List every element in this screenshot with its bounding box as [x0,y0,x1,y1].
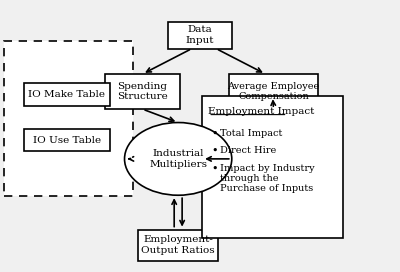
Text: Data
Input: Data Input [186,25,214,45]
Text: Total Impact: Total Impact [220,129,282,138]
Text: IO Make Table: IO Make Table [28,90,106,99]
Text: •: • [211,129,218,139]
Circle shape [124,123,232,195]
Text: Industrial
Multipliers: Industrial Multipliers [149,149,207,169]
FancyBboxPatch shape [138,230,218,261]
FancyBboxPatch shape [168,21,232,48]
Text: •: • [211,146,218,156]
Text: Direct Hire: Direct Hire [220,146,276,155]
Text: Employment-
Output Ratios: Employment- Output Ratios [141,235,215,255]
Text: Impact by Industry
through the
Purchase of Inputs: Impact by Industry through the Purchase … [220,163,315,193]
FancyBboxPatch shape [24,129,110,152]
FancyBboxPatch shape [202,96,343,238]
FancyBboxPatch shape [105,74,180,109]
FancyBboxPatch shape [229,74,318,109]
Text: Average Employee
Compensation: Average Employee Compensation [227,82,320,101]
FancyBboxPatch shape [24,83,110,106]
FancyBboxPatch shape [4,41,134,196]
Text: Spending
Structure: Spending Structure [117,82,168,101]
Text: IO Use Table: IO Use Table [33,135,101,144]
Text: •: • [211,163,218,174]
Text: Employment Impact: Employment Impact [208,107,314,116]
